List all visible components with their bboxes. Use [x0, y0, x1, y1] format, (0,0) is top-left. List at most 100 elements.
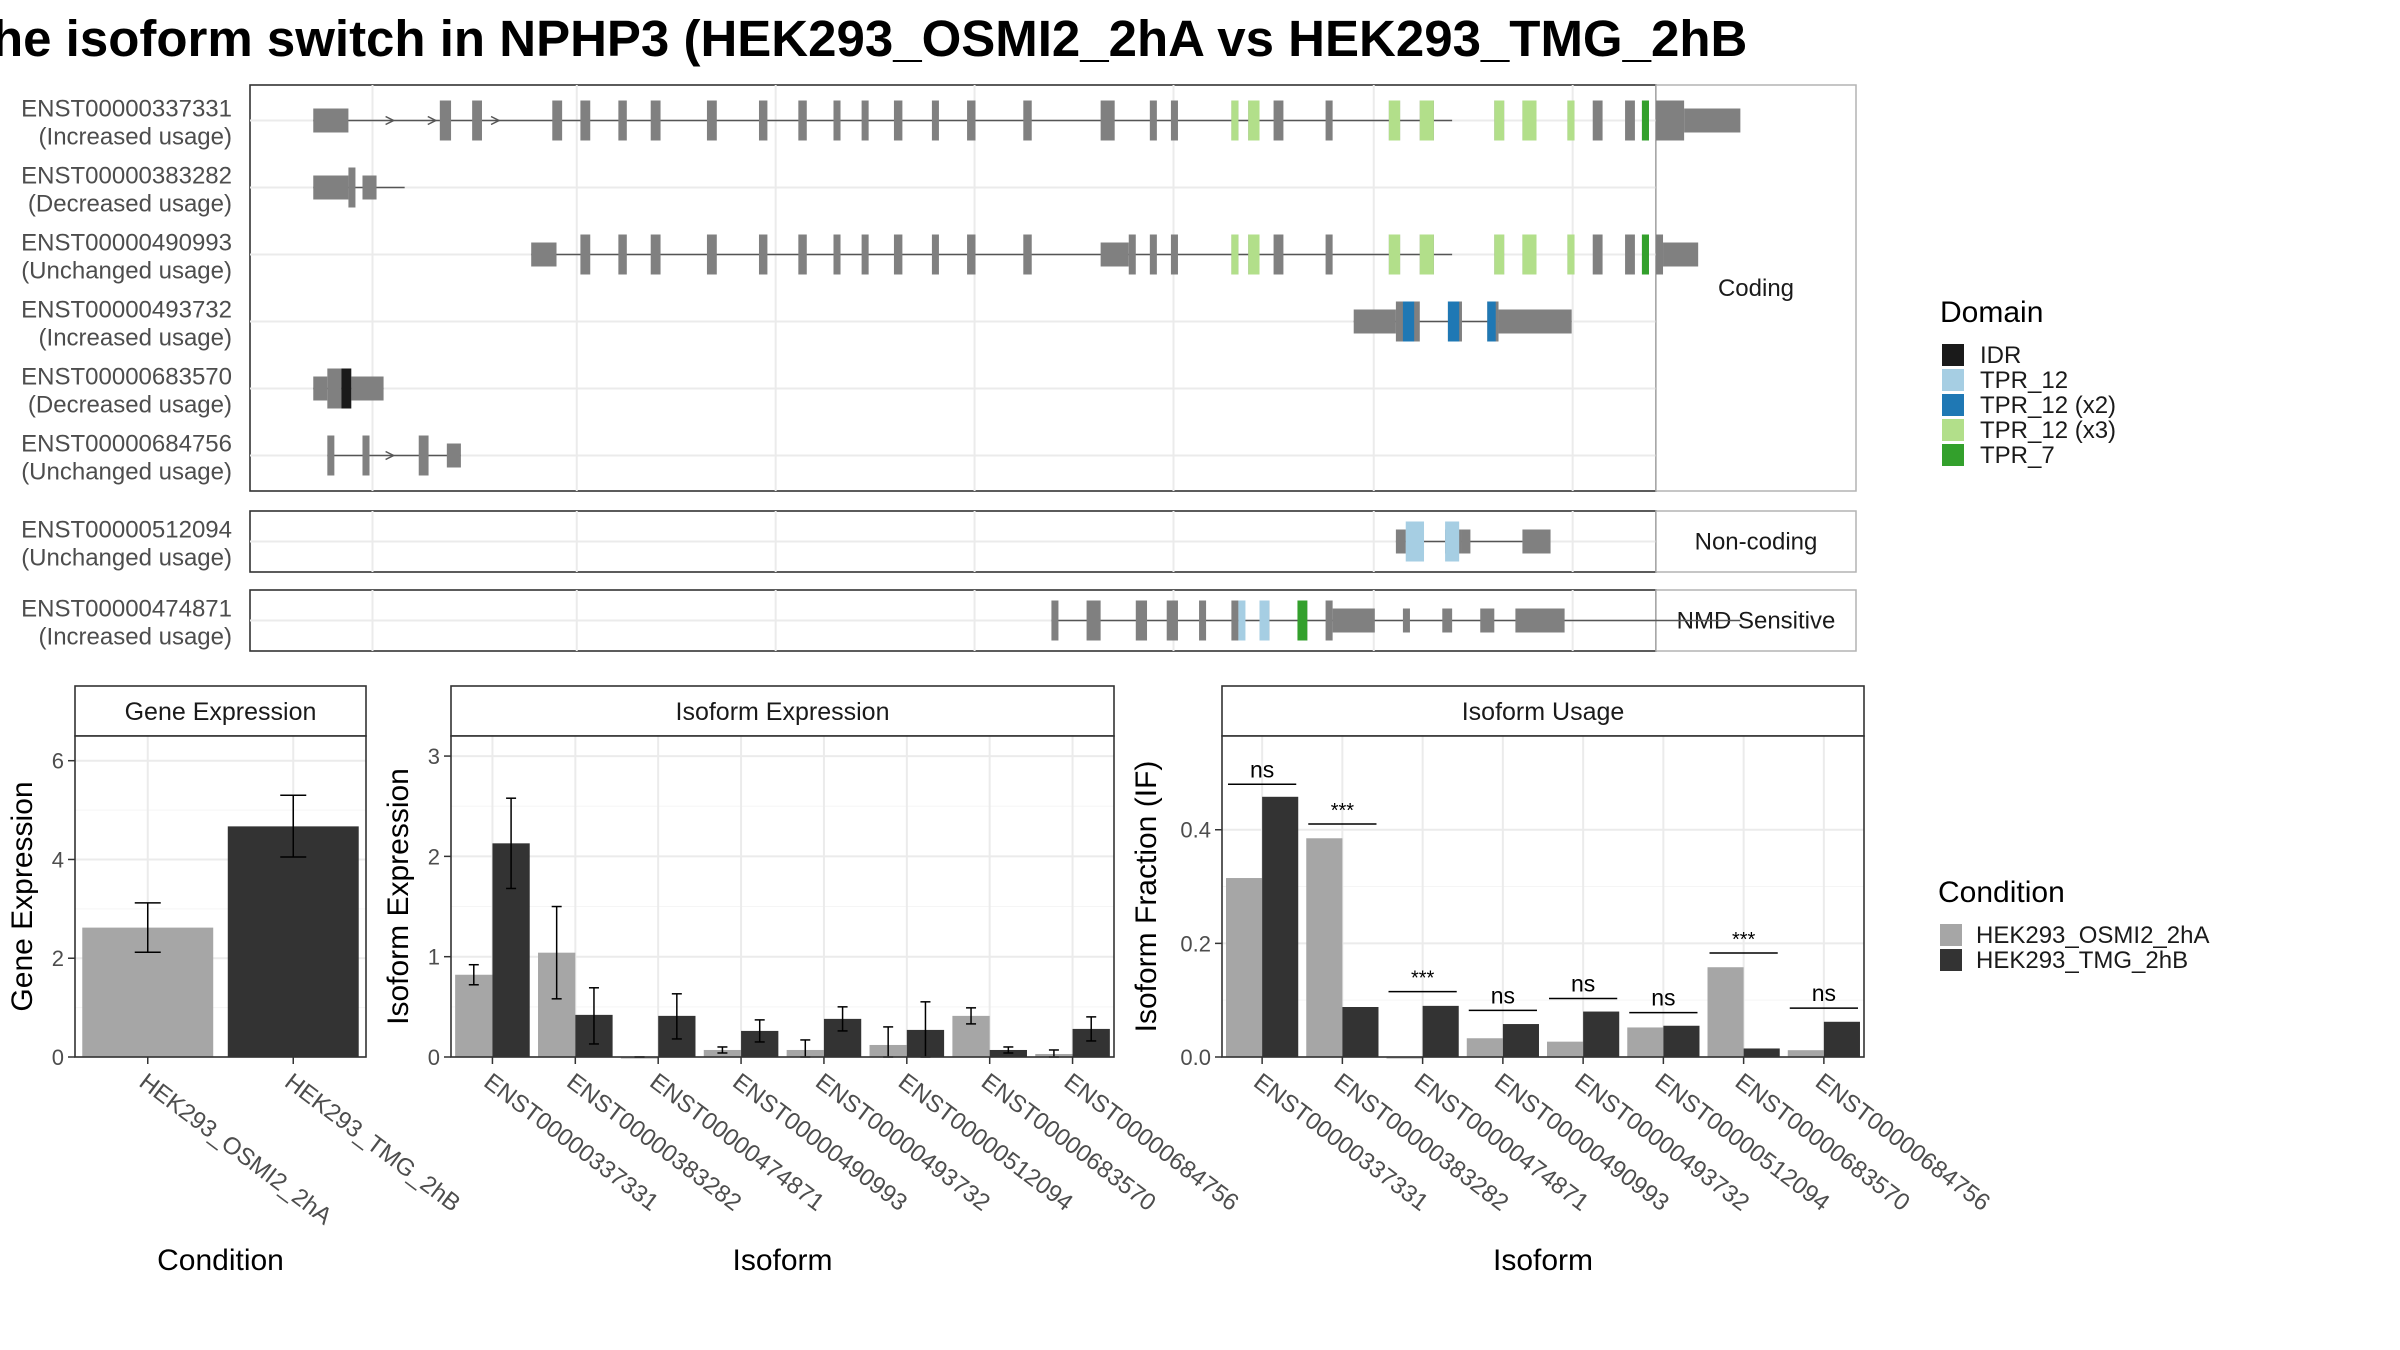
bar	[1422, 1005, 1459, 1057]
coding-exon	[706, 234, 717, 275]
transcript-usage: (Unchanged usage)	[21, 545, 232, 572]
coding-exon	[1023, 234, 1032, 275]
panel-title: Isoform Expression	[676, 698, 890, 726]
bar	[1342, 1007, 1379, 1057]
coding-exon	[1128, 234, 1136, 275]
coding-exon	[798, 100, 807, 141]
coding-exon	[348, 167, 356, 208]
coding-exon	[931, 234, 939, 275]
transcript-usage: (Increased usage)	[39, 624, 232, 651]
coding-exon	[1199, 600, 1207, 641]
utr-exon	[1395, 529, 1406, 554]
coding-exon	[1325, 234, 1333, 275]
transcript-usage: (Unchanged usage)	[21, 258, 232, 285]
y-axis-title: Isoform Fraction (IF)	[1130, 761, 1163, 1033]
bar	[1466, 1038, 1503, 1057]
coding-exon	[1656, 100, 1685, 141]
coding-exon	[1149, 100, 1157, 141]
coding-exon	[967, 234, 976, 275]
utr-exon	[1332, 608, 1375, 633]
coding-exon	[1273, 234, 1284, 275]
panel-title: Gene Expression	[125, 698, 317, 726]
bar	[1707, 967, 1744, 1057]
coding-exon	[1166, 600, 1178, 641]
coding-exon	[1325, 600, 1333, 641]
legend-swatch	[1942, 394, 1964, 416]
domain-segment	[1641, 100, 1649, 141]
strip-0	[1655, 84, 1857, 492]
domain-segment	[1522, 100, 1537, 141]
coding-exon	[833, 234, 841, 275]
x-axis-title: Condition	[157, 1244, 284, 1277]
significance-label: ns	[1571, 970, 1595, 996]
y-axis-title: Isoform Expression	[382, 768, 415, 1025]
legend-label: TPR_12 (x2)	[1980, 392, 2116, 419]
coding-exon	[1149, 234, 1157, 275]
coding-exon	[833, 100, 841, 141]
legend-label: TPR_7	[1980, 442, 2055, 469]
domain-segment	[1238, 600, 1246, 641]
coding-exon	[706, 100, 717, 141]
coding-exon	[1086, 600, 1101, 641]
bar	[1306, 838, 1343, 1057]
transcript-id: ENST00000490993	[21, 230, 232, 257]
utr-exon	[1522, 529, 1551, 554]
coding-exon	[931, 100, 939, 141]
transcript-usage: (Increased usage)	[39, 325, 232, 352]
bar	[1663, 1025, 1700, 1057]
utr-exon	[313, 376, 328, 401]
utr-exon	[531, 242, 557, 267]
coding-exon	[618, 234, 627, 275]
y-tick-label: 6	[52, 749, 64, 774]
coding-exon	[650, 100, 661, 141]
coding-exon	[1656, 234, 1664, 275]
utr-exon	[313, 175, 349, 200]
significance-label: ***	[1732, 929, 1756, 951]
plot-border	[1221, 735, 1865, 1058]
domain-segment	[1522, 234, 1537, 275]
domain-segment	[1231, 100, 1239, 141]
domain-segment	[1419, 100, 1434, 141]
y-tick-label: 3	[428, 744, 440, 769]
utr-exon	[1353, 309, 1396, 334]
utr-exon	[1402, 608, 1410, 633]
coding-exon	[650, 234, 661, 275]
coding-exon	[327, 435, 335, 476]
y-tick-label: 0.2	[1180, 931, 1211, 956]
strip-label-1: Non-coding	[1695, 529, 1818, 556]
coding-exon	[1023, 100, 1032, 141]
coding-exon	[472, 100, 482, 141]
domain-segment	[1388, 100, 1401, 141]
panel-strip	[74, 685, 367, 737]
utr-exon	[1515, 608, 1565, 633]
coding-exon	[327, 368, 342, 409]
significance-label: ns	[1250, 756, 1274, 782]
domain-segment	[1231, 234, 1239, 275]
coding-exon	[439, 100, 452, 141]
coding-exon	[418, 435, 429, 476]
plot-border	[450, 735, 1115, 1058]
coding-exon	[618, 100, 627, 141]
x-axis-title: Isoform	[732, 1244, 832, 1277]
utr-exon	[1461, 529, 1471, 554]
transcript-id: ENST00000474871	[21, 596, 232, 623]
domain-segment	[1297, 600, 1308, 641]
utr-exon	[1663, 242, 1699, 267]
transcript-usage: (Increased usage)	[39, 124, 232, 151]
coding-exon	[1100, 100, 1115, 141]
domain-segment	[1494, 234, 1505, 275]
coding-exon	[1231, 600, 1239, 641]
coding-exon	[798, 234, 807, 275]
bar	[227, 826, 359, 1057]
domain-segment	[1494, 100, 1505, 141]
panel-strip	[450, 685, 1115, 737]
utr-exon	[1498, 309, 1572, 334]
y-tick-label: 0.0	[1180, 1045, 1211, 1070]
bar	[1502, 1024, 1539, 1057]
coding-exon	[861, 234, 869, 275]
domain-segment	[1419, 234, 1434, 275]
legend-label: TPR_12 (x3)	[1980, 417, 2116, 444]
transcript-usage: (Decreased usage)	[28, 191, 232, 218]
